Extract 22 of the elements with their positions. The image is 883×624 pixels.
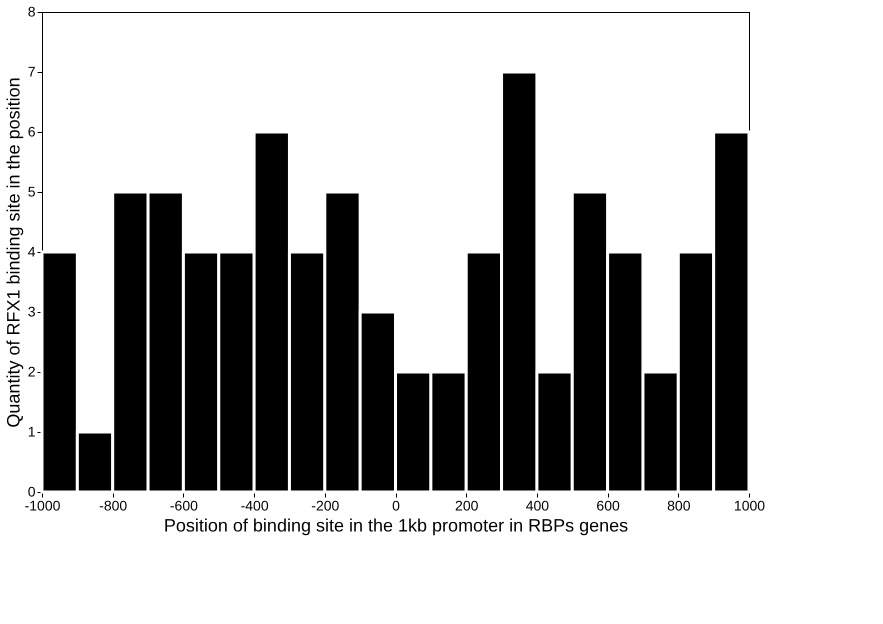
x-tick-label: -200 <box>311 498 340 514</box>
x-tick-label: 600 <box>596 498 620 514</box>
y-tick-label: 6 <box>28 124 36 140</box>
y-axis-title: Quantity of RFX1 binding site in the position <box>4 77 24 428</box>
y-tick-label: 8 <box>28 4 36 20</box>
x-tick-label: 200 <box>455 498 479 514</box>
y-tick-label: 4 <box>28 244 36 260</box>
x-tick-label: -400 <box>240 498 269 514</box>
x-tick-label: 0 <box>392 498 400 514</box>
y-tick-label: 0 <box>28 484 36 500</box>
x-tick-label: -1000 <box>24 498 61 514</box>
y-tick-label: 2 <box>28 364 36 380</box>
y-tick-label: 1 <box>28 424 36 440</box>
x-axis-title: Position of binding site in the 1kb promoter in RBPs genes <box>164 516 628 536</box>
x-tick-label: 800 <box>667 498 691 514</box>
x-tick-label: 1000 <box>734 498 766 514</box>
y-tick-label: 3 <box>28 304 36 320</box>
x-tick-label: -600 <box>170 498 198 514</box>
x-tick-label: 400 <box>526 498 550 514</box>
y-tick-label: 5 <box>28 184 36 200</box>
y-tick-label: 7 <box>28 64 36 80</box>
x-tick-label: -800 <box>99 498 128 514</box>
